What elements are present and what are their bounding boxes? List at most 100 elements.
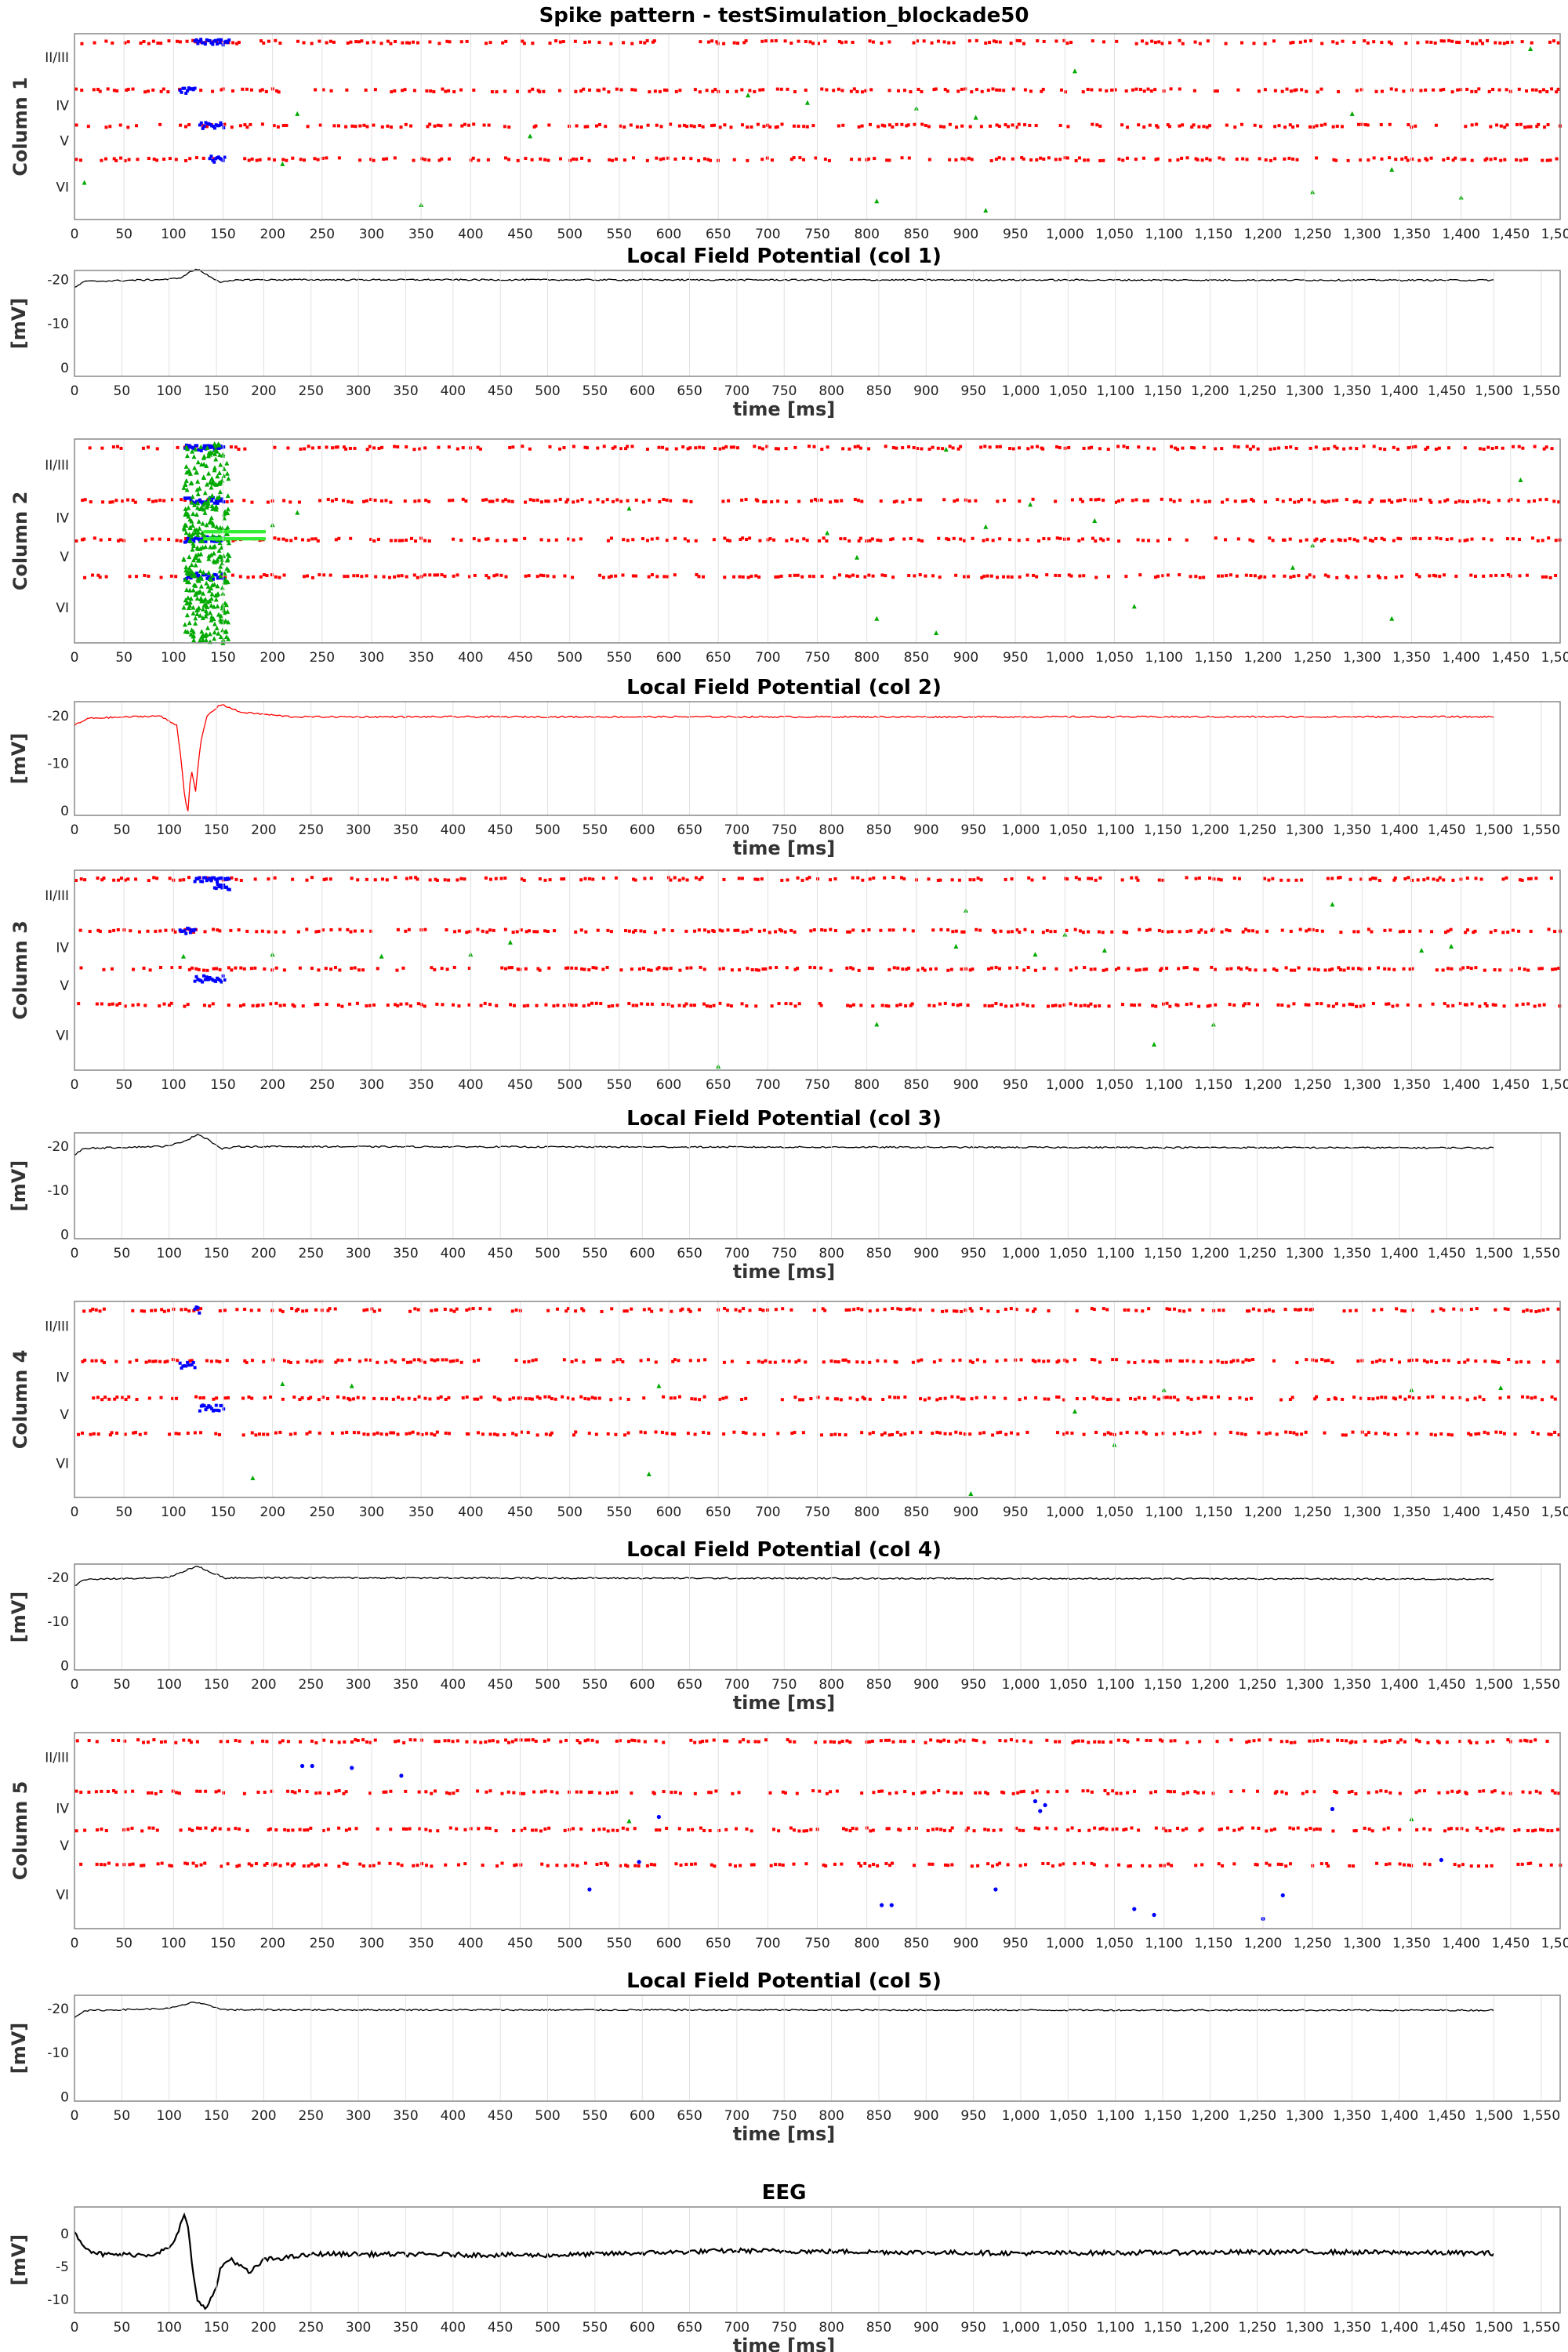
spike-point bbox=[1065, 1359, 1069, 1363]
spike-point bbox=[235, 1308, 239, 1312]
spike-point bbox=[748, 1308, 752, 1312]
spike-point bbox=[392, 1431, 396, 1435]
spike-point bbox=[826, 445, 829, 449]
spike-point bbox=[1165, 1001, 1169, 1005]
spike-point bbox=[204, 580, 209, 586]
spike-point bbox=[209, 879, 213, 883]
spike-point bbox=[1073, 1358, 1076, 1362]
spike-point bbox=[175, 1396, 179, 1400]
spike-point bbox=[695, 573, 699, 577]
spike-point bbox=[924, 1740, 927, 1744]
spike-point bbox=[1198, 1430, 1202, 1434]
spike-point bbox=[1334, 158, 1338, 162]
y-axis-label: Column 5 bbox=[9, 1781, 31, 1881]
spike-point bbox=[843, 537, 847, 541]
spike-point bbox=[1396, 499, 1400, 503]
spike-point bbox=[250, 157, 254, 161]
x-tick-label: 200 bbox=[260, 1504, 285, 1520]
spike-point bbox=[263, 1396, 267, 1400]
spike-point bbox=[459, 88, 463, 92]
spike-point bbox=[1142, 967, 1146, 971]
spike-point bbox=[285, 123, 289, 127]
spike-point bbox=[1364, 1433, 1368, 1437]
spike-point bbox=[1378, 447, 1382, 451]
spike-point bbox=[839, 537, 843, 541]
spike-point bbox=[369, 929, 373, 933]
spike-point bbox=[1437, 1740, 1441, 1744]
spike-point bbox=[216, 501, 220, 505]
spike-point bbox=[207, 631, 212, 637]
spike-point bbox=[1320, 1358, 1324, 1362]
spike-point bbox=[107, 538, 111, 542]
spike-point bbox=[1319, 87, 1323, 91]
spike-point bbox=[478, 1307, 482, 1311]
spike-point bbox=[1551, 967, 1555, 971]
spike-point bbox=[1418, 537, 1422, 541]
spike-point bbox=[186, 514, 191, 519]
spike-point bbox=[1146, 446, 1150, 450]
spike-point bbox=[853, 445, 857, 448]
spike-point bbox=[929, 1738, 933, 1742]
x-tick-label: 50 bbox=[114, 1677, 131, 1693]
spike-point bbox=[111, 1002, 114, 1006]
spike-point bbox=[733, 928, 737, 932]
spike-point bbox=[330, 1740, 334, 1744]
spike-point bbox=[895, 1360, 898, 1364]
spike-point bbox=[1157, 878, 1161, 882]
spike-point bbox=[1134, 158, 1138, 162]
spike-point bbox=[1160, 967, 1163, 971]
spike-point bbox=[1105, 89, 1109, 93]
spike-point bbox=[249, 88, 253, 92]
spike-point bbox=[891, 537, 895, 541]
spike-point bbox=[774, 38, 778, 42]
spike-point bbox=[689, 1004, 693, 1007]
spike-point bbox=[1236, 1432, 1240, 1436]
spike-point bbox=[837, 1360, 840, 1364]
spike-point bbox=[899, 1433, 903, 1437]
spike-point bbox=[365, 125, 369, 129]
spike-point bbox=[362, 499, 366, 503]
spike-point bbox=[1098, 124, 1102, 128]
spike-point bbox=[1390, 500, 1394, 504]
spike-point bbox=[220, 1403, 224, 1407]
spike-point bbox=[267, 39, 270, 43]
spike-point bbox=[1131, 88, 1134, 92]
spike-point bbox=[593, 1396, 597, 1400]
spike-point bbox=[756, 499, 760, 503]
spike-point bbox=[621, 573, 625, 577]
spike-point bbox=[334, 445, 338, 449]
spike-point bbox=[209, 603, 214, 608]
spike-point bbox=[310, 537, 314, 541]
spike-point bbox=[146, 445, 150, 449]
spike-point bbox=[1289, 929, 1293, 933]
spike-point bbox=[681, 445, 685, 448]
spike-point bbox=[191, 557, 196, 563]
spike-point bbox=[227, 38, 231, 42]
x-tick-label: 150 bbox=[204, 383, 229, 399]
x-tick-label: 500 bbox=[557, 227, 582, 242]
spike-point bbox=[1062, 1003, 1066, 1007]
spike-point bbox=[725, 89, 729, 93]
spike-point bbox=[829, 1433, 833, 1437]
spike-point bbox=[1229, 573, 1232, 577]
spike-point bbox=[952, 41, 956, 45]
spike-point bbox=[347, 499, 350, 503]
spike-point bbox=[289, 1432, 292, 1436]
spike-point bbox=[820, 575, 824, 579]
spike-point bbox=[200, 606, 205, 612]
spike-point bbox=[226, 619, 231, 625]
spike-point bbox=[1519, 1739, 1523, 1743]
spike-point bbox=[507, 499, 511, 503]
spike-point bbox=[898, 1003, 902, 1007]
spike-point bbox=[793, 1740, 797, 1744]
spike-point bbox=[574, 930, 578, 934]
spike-point bbox=[115, 89, 119, 93]
spike-point bbox=[922, 39, 926, 43]
spike-point bbox=[780, 929, 784, 933]
spike-point bbox=[108, 1433, 112, 1437]
spike-point bbox=[583, 1739, 587, 1743]
spike-point bbox=[126, 125, 130, 129]
spike-point bbox=[682, 499, 686, 503]
spike-point bbox=[574, 1004, 578, 1007]
spike-point bbox=[1094, 575, 1098, 579]
